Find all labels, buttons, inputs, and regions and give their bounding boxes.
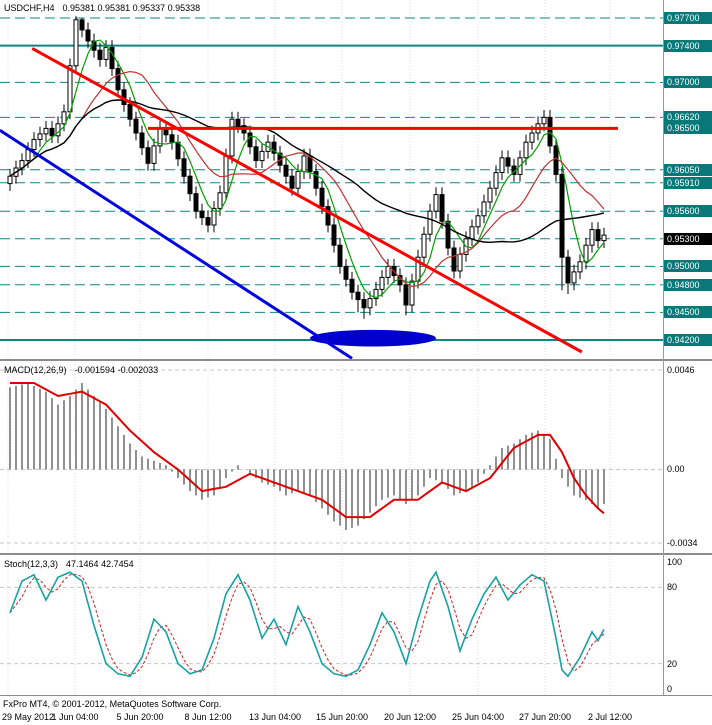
main-price-chart[interactable]	[0, 0, 712, 360]
time-axis-label: 13 Jun 04:00	[248, 712, 302, 722]
price-scale-label: 0.96050	[664, 164, 712, 176]
ma-34	[9, 99, 605, 244]
ma-5	[9, 39, 605, 299]
grid-lines	[7, 556, 611, 695]
time-axis-label: 8 Jun 12:00	[184, 712, 232, 722]
red-trendline	[31, 47, 583, 354]
time-axis-label: 25 Jun 04:00	[451, 712, 505, 722]
price-scale-label: 0.97000	[664, 76, 712, 88]
stoch-indicator-label: Stoch(12,3,3) 47.1464 42.7454	[4, 559, 134, 570]
time-axis-label: 29 May 2012	[2, 712, 55, 722]
grid-lines	[7, 362, 611, 553]
time-axis-label: 5 Jun 20:00	[116, 712, 164, 722]
price-scale-label: 0.94500	[664, 306, 712, 318]
price-scale-label: 0.97400	[664, 40, 712, 52]
stoch-scale-value: 80	[667, 582, 678, 592]
axis-separator	[0, 695, 712, 696]
price-scale-label: 0.95600	[664, 205, 712, 217]
ohlc-quotes: 0.95381 0.95381 0.95337 0.95338	[62, 3, 201, 13]
macd-signal-line	[10, 382, 605, 519]
price-scale-label: 0.96500	[664, 122, 712, 134]
time-axis-label: 2 Jul 12:00	[587, 712, 633, 722]
macd-panel[interactable]	[0, 362, 712, 553]
stoch-scale-value: 0	[667, 684, 673, 694]
macd-scale-value: 0.00	[667, 464, 685, 474]
price-scale-label: 0.97700	[664, 12, 712, 24]
candlesticks	[7, 16, 607, 319]
panel-separator-macd-stoch[interactable]	[0, 553, 712, 555]
time-axis-label: 15 Jun 20:00	[315, 712, 369, 722]
price-scale-label: 0.94800	[664, 279, 712, 291]
blue-trendline	[0, 128, 353, 360]
macd-name: MACD(12,26,9)	[4, 365, 67, 375]
price-scale-border	[663, 0, 664, 695]
ma-13	[9, 70, 605, 288]
price-scale-label: 0.94200	[664, 334, 712, 346]
macd-indicator-label: MACD(12,26,9) -0.001594 -0.002033	[4, 365, 158, 376]
macd-scale-value: 0.0046	[667, 365, 695, 375]
price-scale-label: 0.96620	[664, 111, 712, 123]
stochastic-panel[interactable]	[0, 556, 712, 695]
stoch-k-line	[9, 570, 605, 678]
stoch-d-line	[9, 573, 605, 676]
stoch-scale-value: 20	[667, 659, 678, 669]
macd-histogram	[9, 383, 605, 530]
macd-scale-value: -0.0034	[667, 538, 698, 548]
panel-separator-main-macd[interactable]	[0, 359, 712, 361]
stoch-values: 47.1464 42.7454	[66, 559, 134, 569]
stoch-scale-value: 100	[667, 557, 683, 567]
macd-values: -0.001594 -0.002033	[74, 365, 159, 375]
stoch-name: Stoch(12,3,3)	[4, 559, 59, 569]
time-axis-label: 20 Jun 12:00	[383, 712, 437, 722]
copyright-text: FxPro MT4, © 2001-2012, MetaQuotes Softw…	[3, 699, 222, 709]
symbol-timeframe: USDCHF,H4	[4, 3, 55, 13]
time-axis[interactable]: 29 May 2012 1 Jun 04:00 5 Jun 20:00 8 Jun 1…	[0, 711, 712, 725]
chart-title: USDCHF,H4 0.95381 0.95381 0.95337 0.95338	[4, 3, 200, 14]
current-price-label: 0.95300	[664, 233, 712, 245]
time-axis-label: 1 Jun 04:00	[51, 712, 99, 722]
consolidation-ellipse	[310, 329, 436, 347]
price-scale-label: 0.95000	[664, 260, 712, 272]
price-scale-label: 0.95910	[664, 177, 712, 189]
time-axis-label: 27 Jun 20:00	[518, 712, 572, 722]
